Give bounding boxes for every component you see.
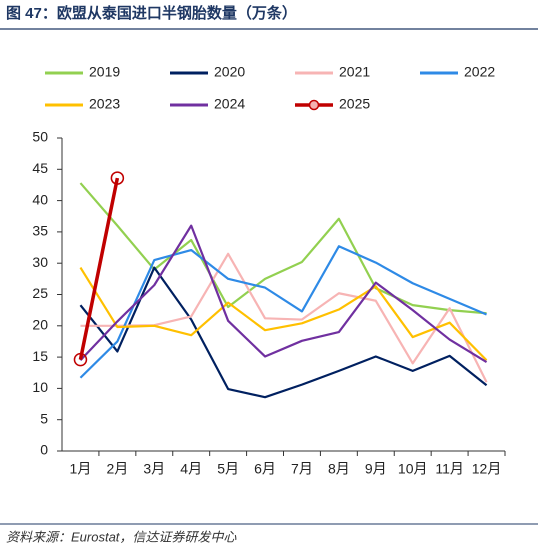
- y-tick-label: 40: [32, 191, 48, 207]
- series-line: [79, 245, 487, 379]
- series-line: [79, 266, 488, 399]
- y-tick-label: 15: [32, 348, 48, 364]
- legend-label: 2022: [464, 64, 495, 80]
- series-line: [79, 224, 488, 364]
- x-tick-label: 5月: [217, 461, 239, 477]
- chart-title: 图 47：欧盟从泰国进口半钢胎数量（万条）: [6, 4, 297, 22]
- y-tick-label: 50: [32, 129, 48, 145]
- y-tick-label: 25: [32, 285, 48, 301]
- x-tick-label: 9月: [365, 461, 387, 477]
- y-tick-label: 5: [40, 410, 48, 426]
- x-tick-label: 2月: [106, 461, 128, 477]
- x-tick-label: 8月: [328, 461, 350, 477]
- y-tick-label: 10: [32, 379, 48, 395]
- legend-label: 2023: [89, 96, 120, 112]
- legend-label: 2025: [339, 96, 370, 112]
- legend-label: 2021: [339, 64, 370, 80]
- y-tick-label: 45: [32, 160, 48, 176]
- y-tick-label: 35: [32, 223, 48, 239]
- x-tick-label: 4月: [180, 461, 202, 477]
- source: 资料来源：Eurostat，信达证券研发中心: [6, 529, 237, 544]
- y-tick-label: 20: [32, 317, 48, 333]
- y-tick-label: 30: [32, 254, 48, 270]
- series-marker: [110, 171, 125, 185]
- y-tick-label: 0: [40, 442, 48, 458]
- legend-label: 2024: [214, 96, 245, 112]
- legend-marker: [308, 99, 320, 111]
- legend-label: 2019: [89, 64, 120, 80]
- series-line: [80, 252, 488, 383]
- series-marker: [73, 352, 88, 367]
- series-line: [79, 267, 488, 362]
- x-tick-label: 12月: [472, 461, 502, 477]
- series-line: [79, 182, 487, 315]
- x-tick-label: 6月: [254, 461, 276, 477]
- legend-label: 2020: [214, 64, 245, 80]
- x-tick-label: 1月: [70, 461, 92, 477]
- x-tick-label: 3月: [143, 461, 165, 477]
- x-tick-label: 10月: [398, 461, 428, 477]
- x-tick-label: 11月: [435, 461, 464, 477]
- series-line: [78, 177, 120, 360]
- x-tick-label: 7月: [291, 461, 313, 477]
